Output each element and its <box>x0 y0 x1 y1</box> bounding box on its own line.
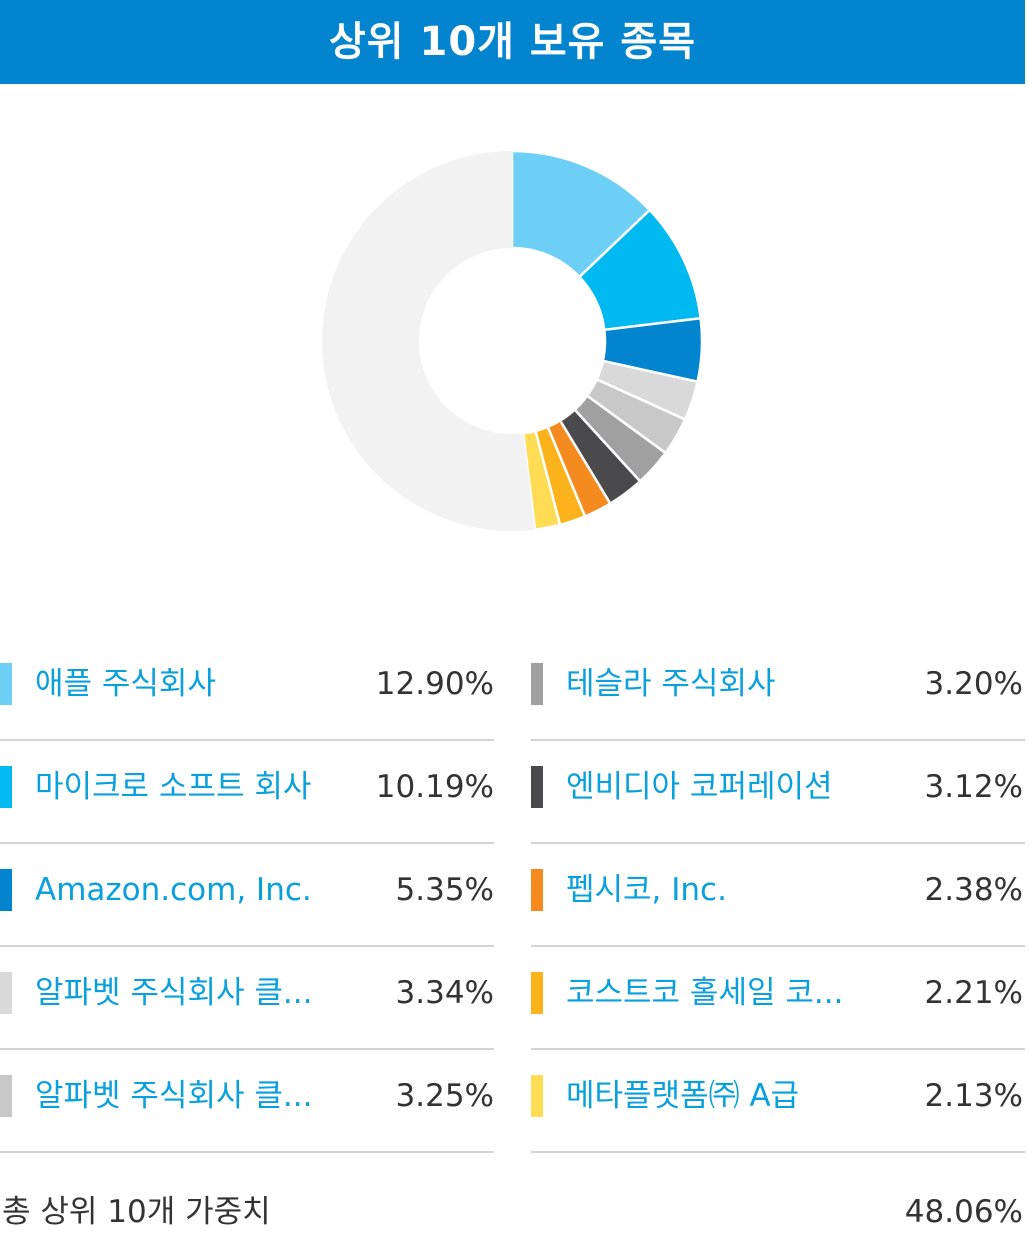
total-weight-value: 48.06% <box>904 1194 1023 1230</box>
legend-item-7[interactable]: 엔비디아 코퍼레이션 3.12% <box>531 766 1025 868</box>
legend-swatch <box>0 972 12 1014</box>
legend-label: 펩시코, Inc. <box>566 872 727 908</box>
legend-swatch <box>0 1075 12 1117</box>
legend-label: 애플 주식회사 <box>35 666 216 702</box>
legend-label: 알파벳 주식회사 클... <box>35 975 313 1011</box>
legend-item-2[interactable]: 마이크로 소프트 회사 10.19% <box>0 766 494 868</box>
legend-item-6[interactable]: 테슬라 주식회사 3.20% <box>531 663 1025 765</box>
legend-label: 코스트코 홀세일 코... <box>566 975 844 1011</box>
legend-swatch <box>531 972 543 1014</box>
legend-swatch <box>531 663 543 705</box>
total-weight-label: 총 상위 10개 가중치 <box>2 1194 271 1230</box>
legend-value: 10.19% <box>375 769 494 805</box>
legend-label: 알파벳 주식회사 클... <box>35 1078 313 1114</box>
legend-item-8[interactable]: 펩시코, Inc. 2.38% <box>531 869 1025 971</box>
donut-slice-remainder <box>321 151 536 531</box>
legend-swatch <box>531 869 543 911</box>
legend-value: 2.21% <box>924 975 1023 1011</box>
legend-value: 12.90% <box>375 666 494 702</box>
legend-divider <box>0 1151 494 1153</box>
page-title: 상위 10개 보유 종목 <box>328 19 697 65</box>
legend-item-5[interactable]: 알파벳 주식회사 클... 3.25% <box>0 1075 494 1177</box>
legend-item-1[interactable]: 애플 주식회사 12.90% <box>0 663 494 765</box>
legend-value: 2.13% <box>924 1078 1023 1114</box>
legend-item-9[interactable]: 코스트코 홀세일 코... 2.21% <box>531 972 1025 1074</box>
legend-value: 3.20% <box>924 666 1023 702</box>
legend-swatch <box>0 663 12 705</box>
donut-chart-svg <box>321 149 704 531</box>
legend-swatch <box>531 766 543 808</box>
legend-divider <box>0 1048 494 1050</box>
legend-item-10[interactable]: 메타플랫폼㈜ A급 2.13% <box>531 1075 1025 1177</box>
legend-divider <box>0 945 494 947</box>
donut-chart <box>0 84 1029 614</box>
legend-swatch <box>0 869 12 911</box>
legend-value: 3.25% <box>395 1078 494 1114</box>
legend-label: Amazon.com, Inc. <box>35 872 312 908</box>
header-bar: 상위 10개 보유 종목 <box>0 0 1025 84</box>
legend-value: 3.34% <box>395 975 494 1011</box>
legend-label: 마이크로 소프트 회사 <box>35 769 312 805</box>
legend-value: 2.38% <box>924 872 1023 908</box>
legend-divider <box>0 842 494 844</box>
legend-divider <box>531 1151 1025 1153</box>
legend-divider <box>531 842 1025 844</box>
legend-item-4[interactable]: 알파벳 주식회사 클... 3.34% <box>0 972 494 1074</box>
donut-slice-10[interactable] <box>521 429 562 531</box>
legend-label: 메타플랫폼㈜ A급 <box>566 1078 800 1114</box>
legend-divider <box>531 945 1025 947</box>
legend-value: 3.12% <box>924 769 1023 805</box>
legend-divider <box>531 739 1025 741</box>
legend-value: 5.35% <box>395 872 494 908</box>
legend-label: 테슬라 주식회사 <box>566 666 776 702</box>
legend-item-3[interactable]: Amazon.com, Inc. 5.35% <box>0 869 494 971</box>
legend-divider <box>531 1048 1025 1050</box>
legend-label: 엔비디아 코퍼레이션 <box>566 769 833 805</box>
legend-swatch <box>0 766 12 808</box>
legend-divider <box>0 739 494 741</box>
legend-swatch <box>531 1075 543 1117</box>
